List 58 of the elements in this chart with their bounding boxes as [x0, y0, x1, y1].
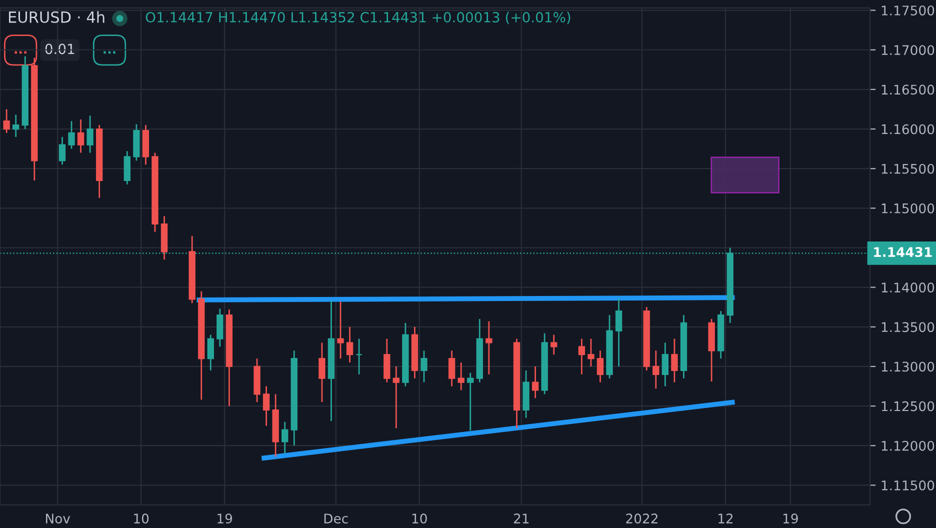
candlestick: [448, 350, 456, 387]
candlestick: [12, 114, 20, 138]
candlestick: [420, 350, 428, 383]
y-tick-label: 1.17500: [882, 6, 934, 16]
candlestick: [615, 298, 622, 368]
x-tick-label: 12: [718, 514, 733, 524]
candlestick: [467, 372, 474, 432]
candlestick: [3, 108, 10, 134]
candlestick: [216, 308, 224, 348]
candlestick: [578, 338, 586, 376]
x-tick-label: 21: [514, 514, 529, 524]
candlestick: [458, 362, 464, 391]
x-tick-label: 2022: [626, 514, 658, 524]
chart-title: EURUSD · 4h: [8, 11, 104, 23]
ref-line-label: 1.14431: [874, 247, 932, 258]
candlestick: [337, 300, 344, 360]
y-tick-label: 1.17000: [882, 45, 934, 56]
y-tick-label: 1.12000: [882, 440, 934, 451]
candlestick: [207, 334, 214, 372]
candlestick: [282, 421, 288, 454]
y-tick-label: 1.14000: [882, 282, 934, 293]
y-tick-label: 1.12500: [882, 401, 934, 412]
y-tick-label: 1.13500: [882, 322, 934, 332]
candlestick: [652, 350, 660, 390]
candlestick: [86, 114, 94, 154]
y-tick-label: 1.15500: [882, 164, 934, 174]
candlestick: [262, 386, 270, 427]
candlestick: [671, 338, 678, 383]
y-tick-label: 1.13000: [882, 362, 934, 372]
candlestick: [662, 342, 669, 387]
candlestick: [124, 150, 130, 186]
x-tick-label: 19: [218, 514, 232, 524]
annotation: 0.01: [45, 44, 74, 54]
y-tick-label: 1.11500: [882, 480, 934, 490]
x-tick-label: Nov: [46, 514, 70, 524]
x-tick-label: 10: [134, 514, 149, 524]
candlestick: [596, 350, 604, 383]
candlestick: [346, 326, 354, 364]
annotation: ...: [14, 51, 26, 54]
y-tick-label: 1.15000: [882, 203, 934, 214]
annotation: ...: [104, 51, 116, 54]
candlestick: [77, 118, 84, 154]
candlestick: [588, 338, 594, 368]
y-tick-label: 1.16500: [882, 84, 934, 95]
candlestick: [318, 342, 326, 403]
candlestick: [356, 338, 362, 376]
x-tick-label: 10: [412, 514, 427, 524]
chart-subtitle: O1.14417 H1.14470 L1.14352 C1.14431 +0.00013 (+0.01%): [146, 12, 570, 24]
candlestick: [384, 338, 390, 383]
x-tick-label: 19: [783, 514, 798, 524]
candlestick: [68, 120, 75, 150]
candlestick: [486, 320, 492, 376]
candlestick: [392, 366, 400, 429]
x-tick-label: Dec: [324, 514, 348, 524]
candlestick: [58, 136, 66, 166]
candlestick: [532, 366, 539, 399]
y-tick-label: 1.16000: [882, 124, 934, 134]
candlestick: [550, 334, 558, 356]
